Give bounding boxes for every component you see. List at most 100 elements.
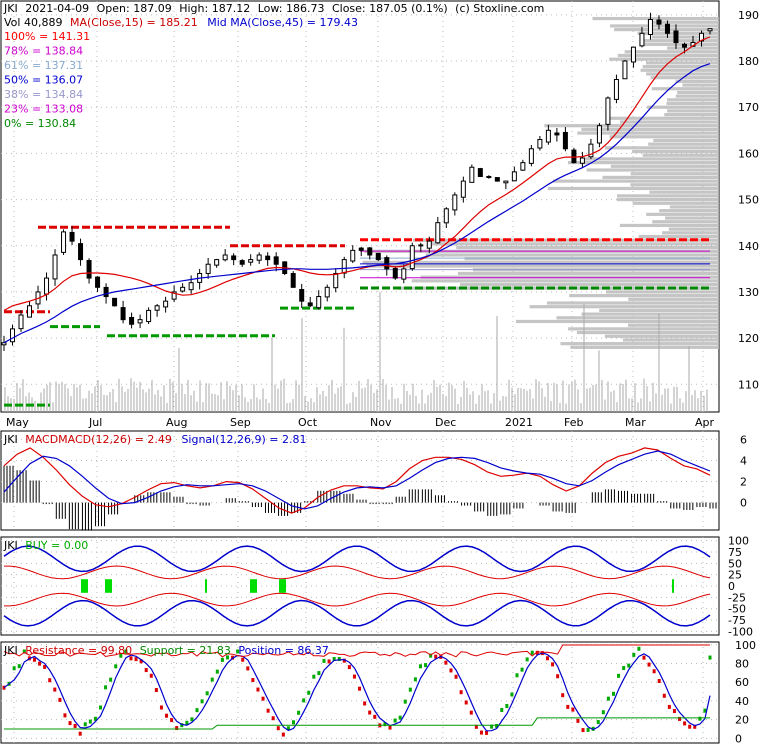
price-xtick-Dec: Dec (435, 416, 456, 429)
position-step (119, 653, 123, 658)
candle-body (511, 171, 517, 182)
header-low: Low: 186.73 (258, 2, 325, 15)
fib-label-0: 100% = 141.31 (4, 30, 90, 43)
position-step (149, 673, 153, 678)
volume-profile-bar (628, 297, 719, 301)
position-step (352, 674, 356, 679)
volume-profile-bar (617, 53, 719, 58)
position-step (307, 690, 311, 695)
candle-body (673, 30, 679, 44)
price-tick-160: 160 (738, 147, 759, 160)
volume-profile-bar (662, 231, 719, 235)
buy-tick--100: -100 (728, 625, 753, 638)
fib-label-2: 61% = 137.31 (4, 59, 83, 72)
candle-body (146, 309, 152, 323)
position-step (500, 707, 504, 712)
position-step (175, 726, 179, 731)
signal-label: Signal(12,26,9) = 2.81 (181, 433, 306, 446)
volume-profile-bar (651, 35, 719, 39)
candle-body (367, 247, 373, 256)
candle-body (18, 314, 24, 330)
buy-lines (3, 545, 711, 627)
volume-profile-bar (628, 323, 719, 327)
position-step (596, 720, 600, 725)
candle-body (384, 257, 390, 270)
buy-lower-band (3, 599, 711, 627)
volume-profile-bar (609, 135, 719, 139)
candle-body (44, 277, 50, 295)
volume-profile-bar (604, 334, 719, 338)
position-step (200, 699, 204, 704)
price-xtick-Feb: Feb (564, 416, 583, 429)
candle-body (316, 296, 322, 309)
position-step (292, 720, 296, 725)
macd-tick-0: 0 (740, 497, 747, 510)
volume-profile-bar (457, 271, 719, 276)
candle-body (1, 342, 7, 346)
candle-body (112, 297, 118, 307)
resistance-lines (2, 644, 712, 737)
resistance-y-axis: 100 80 60 40 20 0 (735, 639, 756, 745)
candle-body (137, 319, 143, 324)
volume-profile-bar (630, 183, 719, 187)
resistance-line (3, 644, 710, 658)
candle-body (647, 18, 653, 35)
volume-profile-bar (652, 220, 719, 224)
position-step (581, 728, 585, 733)
fibonacci-lines (4, 225, 710, 407)
volume-profile-bar (560, 342, 719, 346)
volume-profile-bar (653, 138, 719, 143)
volume-profile-bar (616, 197, 719, 202)
volume-profile-bar (666, 101, 719, 106)
position-step (667, 704, 671, 709)
position-step (63, 713, 67, 718)
candle-body (613, 79, 619, 100)
position-step (566, 704, 570, 709)
volume-profile-bar (664, 113, 719, 117)
position-step (576, 718, 580, 723)
position-step (601, 710, 605, 715)
volume-profile-bar (592, 16, 719, 21)
position-step (180, 723, 184, 728)
volume-profile-bar (645, 61, 719, 65)
macd-tick-4: 4 (740, 454, 747, 467)
position-step (190, 717, 194, 722)
res-tick-100: 100 (735, 639, 756, 652)
position-step (276, 726, 280, 731)
candle-body (120, 307, 126, 321)
position-step (627, 663, 631, 668)
position-step (342, 658, 346, 663)
macd-symbol: JKI (3, 433, 18, 446)
price-xtick-May: May (6, 416, 29, 429)
position-step (510, 692, 514, 697)
position-step (43, 664, 47, 669)
candle-body (375, 252, 381, 261)
resistance-panel-frame (0, 641, 720, 744)
buy-signal-marker (250, 579, 257, 593)
price-tick-120: 120 (738, 332, 759, 345)
volume-profile-bar (640, 68, 719, 72)
volume-profile-bar (668, 227, 719, 231)
candle-body (265, 255, 271, 261)
position-step (454, 674, 458, 679)
position-step (347, 665, 351, 670)
position-step (124, 649, 128, 654)
price-tick-190: 190 (738, 9, 759, 22)
volume-profile-bar (669, 205, 719, 209)
position-step (195, 708, 199, 713)
volume-bars (4, 292, 708, 412)
fib-label-3: 50% = 136.07 (4, 74, 83, 87)
macd-panel: 6 4 2 0 JKI MACDMACD(12,26) = 2.49 Signal(1… (0, 430, 747, 531)
candle-body (273, 256, 279, 265)
volume-profile-bar (362, 260, 719, 264)
position-step (312, 674, 316, 679)
price-xtick-Sep: Sep (230, 416, 251, 429)
candle-body (622, 60, 628, 80)
volume-profile-bar (677, 90, 719, 95)
buy-upper-band (3, 545, 711, 573)
candle-body (27, 305, 33, 318)
position-step (302, 698, 306, 703)
candle-body (392, 268, 398, 279)
position-step (256, 687, 260, 692)
